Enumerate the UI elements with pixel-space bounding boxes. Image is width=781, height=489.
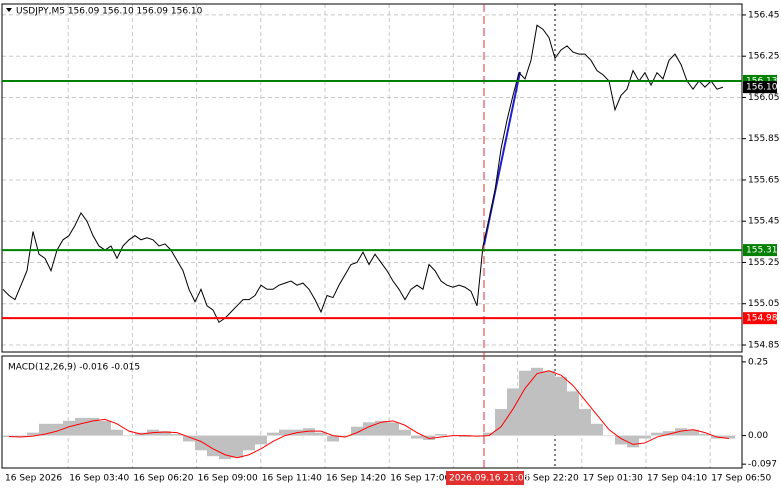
x-tick-label: 17 Sep 04:10 (647, 474, 707, 484)
histogram-bar (75, 417, 87, 436)
y-tick-label: 155.25 (748, 258, 780, 268)
histogram-bar (111, 429, 123, 436)
histogram-bar (387, 422, 399, 436)
y-tick-label: 156.05 (748, 93, 780, 103)
x-tick-label: 16 Sep 14:20 (326, 474, 386, 484)
cursor-label-box (446, 471, 524, 485)
x-tick-label: 17 Sep 06:50 (711, 474, 771, 484)
histogram-bar (303, 428, 315, 436)
histogram-bar (459, 435, 471, 438)
histogram-bar (639, 435, 651, 439)
x-tick-label: 16 Sep 03:40 (69, 474, 129, 484)
x-tick-label: 16 Sep 06:20 (133, 474, 193, 484)
x-tick-label: 17 Sep 01:30 (583, 474, 643, 484)
histogram-bar (87, 417, 99, 436)
histogram-bar (435, 434, 447, 436)
y-tick-label: 155.85 (748, 134, 780, 144)
histogram-bar (327, 435, 339, 442)
histogram-bar (3, 435, 15, 438)
histogram-bar (603, 435, 615, 437)
y-tick-label: 154.85 (748, 340, 780, 350)
last-price-label: 156.10 (746, 83, 778, 93)
price-panel (1, 3, 743, 353)
histogram-bar (531, 367, 543, 436)
level-label-box (743, 244, 777, 257)
histogram-bar (123, 435, 135, 437)
histogram-bar (423, 435, 435, 440)
histogram-bar (615, 435, 627, 445)
histogram-bar (519, 370, 531, 436)
histogram-bar (351, 426, 363, 436)
y-tick-label: 156.45 (748, 10, 780, 20)
price-title: USDJPY,M5 156.09 156.10 156.09 156.10 (16, 7, 203, 17)
histogram-bar (243, 435, 255, 451)
histogram-bar (567, 391, 579, 436)
histogram-bar (339, 435, 351, 437)
histogram-bar (723, 435, 735, 439)
histogram-bar (99, 420, 111, 436)
histogram-bar (63, 420, 75, 436)
menu-triangle (6, 8, 12, 12)
price-line (2, 24, 724, 324)
histogram-bar (267, 432, 279, 436)
cursor-label: 2026.09.16 21:05 (449, 474, 529, 484)
histogram-bar (51, 423, 63, 436)
y-tick-label: 155.65 (748, 175, 780, 185)
histogram-bar (39, 423, 51, 436)
macd-panel (1, 355, 743, 469)
x-tick-label: 16 Sep 22:20 (519, 474, 579, 484)
histogram-bar (543, 370, 555, 436)
x-tick-label: 16 Sep 11:40 (262, 474, 322, 484)
histogram-bar (699, 434, 711, 436)
y-tick-label: 156.25 (748, 52, 780, 62)
histogram-bar (687, 429, 699, 436)
histogram-bar (207, 435, 219, 457)
histogram-bar (399, 429, 411, 436)
histogram-bar (15, 435, 27, 438)
histogram-bar (627, 435, 639, 448)
histogram-bar (27, 432, 39, 436)
histogram-bar (483, 432, 495, 436)
macd-title: MACD(12,26,9) -0.016 -0.015 (8, 363, 140, 373)
y-tick-label: 155.45 (748, 217, 780, 227)
histogram-bar (231, 435, 243, 458)
histogram-bar (663, 431, 675, 436)
histogram-bar (495, 409, 507, 436)
histogram-bar (183, 435, 195, 442)
histogram-bar (675, 428, 687, 436)
x-tick-label: 16 Sep 09:00 (198, 474, 258, 484)
signal-line (8, 370, 730, 459)
histogram-bar (555, 376, 567, 436)
histogram-bar (579, 409, 591, 436)
histogram-bar (255, 435, 267, 445)
histogram-bar (171, 434, 183, 436)
histogram-bar (159, 431, 171, 436)
x-tick-label: 16 Sep 17:00 (390, 474, 450, 484)
level-label: 155.31 (746, 246, 778, 256)
histogram-bar (411, 435, 423, 439)
histogram-bar (375, 420, 387, 436)
y-tick-label: -0.097 (748, 460, 777, 470)
last-price-box (743, 81, 777, 94)
x-tick-label: 16 Sep 2026 (5, 474, 62, 484)
level-label-box (743, 312, 777, 325)
level-label: 154.98 (746, 314, 778, 324)
y-tick-label: 0.00 (748, 431, 768, 441)
histogram-bar (507, 388, 519, 436)
histogram-bar (195, 435, 207, 451)
histogram-bar (315, 432, 327, 436)
y-tick-label: 0.25 (748, 357, 768, 367)
histogram-bar (651, 432, 663, 436)
histogram-bar (279, 429, 291, 436)
histogram-bar (591, 423, 603, 436)
y-tick-label: 155.05 (748, 299, 780, 309)
